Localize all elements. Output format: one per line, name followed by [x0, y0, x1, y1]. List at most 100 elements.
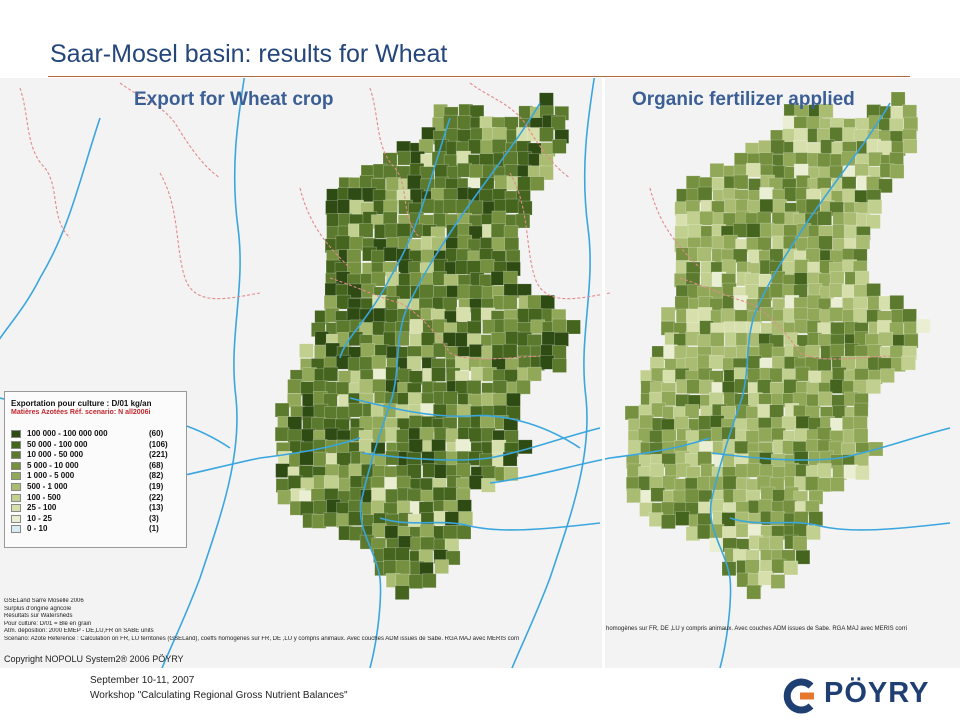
- watershed-cell: [516, 379, 531, 395]
- watershed-cell: [445, 550, 461, 566]
- right-map-organic-fertilizer: [624, 91, 931, 600]
- watershed-cell: [502, 295, 518, 310]
- legend-range: 1 000 - 5 000: [27, 471, 75, 481]
- watershed-cell: [794, 127, 809, 143]
- legend-swatch: [11, 472, 21, 481]
- watershed-cell: [395, 547, 410, 562]
- watershed-cell: [709, 332, 725, 347]
- watershed-cell: [889, 117, 904, 133]
- watershed-cell: [648, 512, 664, 527]
- watershed-cell: [770, 139, 785, 155]
- watershed-cell: [817, 391, 833, 407]
- watershed-cell: [442, 525, 458, 540]
- watershed-cell: [674, 225, 690, 241]
- watershed-cell: [299, 343, 314, 359]
- watershed-cell: [674, 295, 690, 311]
- logo-wordmark: PÖYRY: [824, 677, 930, 709]
- legend-swatch: [11, 493, 21, 502]
- watershed-cell: [771, 558, 786, 574]
- watershed-cell: [830, 477, 845, 492]
- watershed-cell: [396, 223, 412, 238]
- left-map-export-wheat: [274, 92, 581, 600]
- watershed-cell: [855, 234, 871, 250]
- watershed-cell: [434, 559, 449, 574]
- watershed-cell: [481, 477, 496, 493]
- map-area: Export for Wheat crop Organic fertilizer…: [0, 78, 960, 668]
- watershed-cell: [902, 308, 917, 324]
- watershed-cell: [408, 438, 424, 454]
- watershed-cell: [490, 223, 506, 239]
- watershed-cell: [348, 511, 363, 526]
- legend-swatch: [11, 504, 21, 513]
- borders-layer: [19, 82, 891, 360]
- watershed-cell: [406, 464, 422, 479]
- watershed-cell: [287, 475, 303, 490]
- watershed-cell: [817, 152, 832, 168]
- footer-date: September 10-11, 2007: [90, 675, 195, 686]
- watershed-cell: [541, 331, 557, 346]
- poyry-logo: PÖYRY: [778, 676, 958, 716]
- watershed-cell: [469, 164, 484, 180]
- watershed-cell: [323, 512, 339, 527]
- slide-title: Saar-Mosel basin: results for Wheat: [50, 40, 448, 68]
- watershed-cell: [503, 270, 518, 286]
- watershed-cell: [686, 379, 701, 394]
- right-panel-title: Organic fertilizer applied: [632, 89, 855, 110]
- watershed-cell: [492, 380, 508, 395]
- river-line: [161, 78, 246, 668]
- watershed-cell: [397, 150, 412, 166]
- note-line: Surplus d'origine agricole: [4, 605, 72, 612]
- watershed-cell: [539, 354, 555, 370]
- legend-count: (60): [149, 429, 164, 438]
- watershed-cell: [889, 295, 905, 310]
- watershed-cell: [733, 174, 749, 190]
- legend-swatch: [11, 430, 21, 438]
- watershed-cell: [783, 560, 799, 576]
- watershed-cell: [466, 380, 482, 395]
- watershed-cell: [323, 475, 339, 490]
- watershed-cell: [709, 163, 725, 178]
- watershed-cell: [661, 514, 676, 530]
- watershed-cell: [394, 331, 410, 347]
- watershed-cell: [456, 306, 471, 322]
- watershed-cell: [795, 415, 811, 431]
- watershed-cell: [733, 295, 749, 310]
- watershed-cell: [382, 164, 398, 180]
- watershed-cell: [419, 283, 434, 299]
- watershed-cell: [745, 162, 761, 178]
- left-panel-title: Export for Wheat crop: [134, 89, 334, 110]
- watershed-cell: [866, 214, 881, 229]
- river-line: [359, 102, 541, 668]
- watershed-cell: [854, 270, 870, 286]
- watershed-cell: [517, 200, 533, 216]
- watershed-cell: [697, 247, 712, 262]
- maps-svg: [0, 78, 951, 668]
- watershed-cell: [866, 283, 881, 298]
- legend-swatch: [11, 461, 21, 470]
- legend-count: (68): [149, 460, 164, 470]
- river-line: [489, 437, 711, 484]
- watershed-cell: [409, 318, 425, 334]
- watershed-cell: [371, 355, 387, 370]
- watershed-cell: [699, 211, 714, 226]
- river-line: [0, 117, 101, 340]
- watershed-cell: [758, 570, 773, 586]
- watershed-cell: [794, 259, 809, 274]
- title-divider: [48, 76, 910, 77]
- watershed-cell: [539, 92, 554, 108]
- watershed-cell: [686, 211, 702, 226]
- watershed-cell: [817, 463, 832, 478]
- watershed-cell: [502, 343, 518, 359]
- watershed-cell: [515, 213, 531, 229]
- legend-range: 5 000 - 10 000: [27, 460, 79, 470]
- watershed-cell: [421, 573, 437, 589]
- watershed-cell: [878, 331, 894, 347]
- watershed-cell: [370, 271, 386, 287]
- watershed-cell: [527, 366, 542, 382]
- watershed-cell: [675, 511, 690, 526]
- watershed-cell: [385, 450, 400, 466]
- watershed-cell: [551, 318, 567, 334]
- river-line: [711, 427, 951, 461]
- watershed-cell: [299, 450, 314, 466]
- watershed-cell: [468, 475, 484, 490]
